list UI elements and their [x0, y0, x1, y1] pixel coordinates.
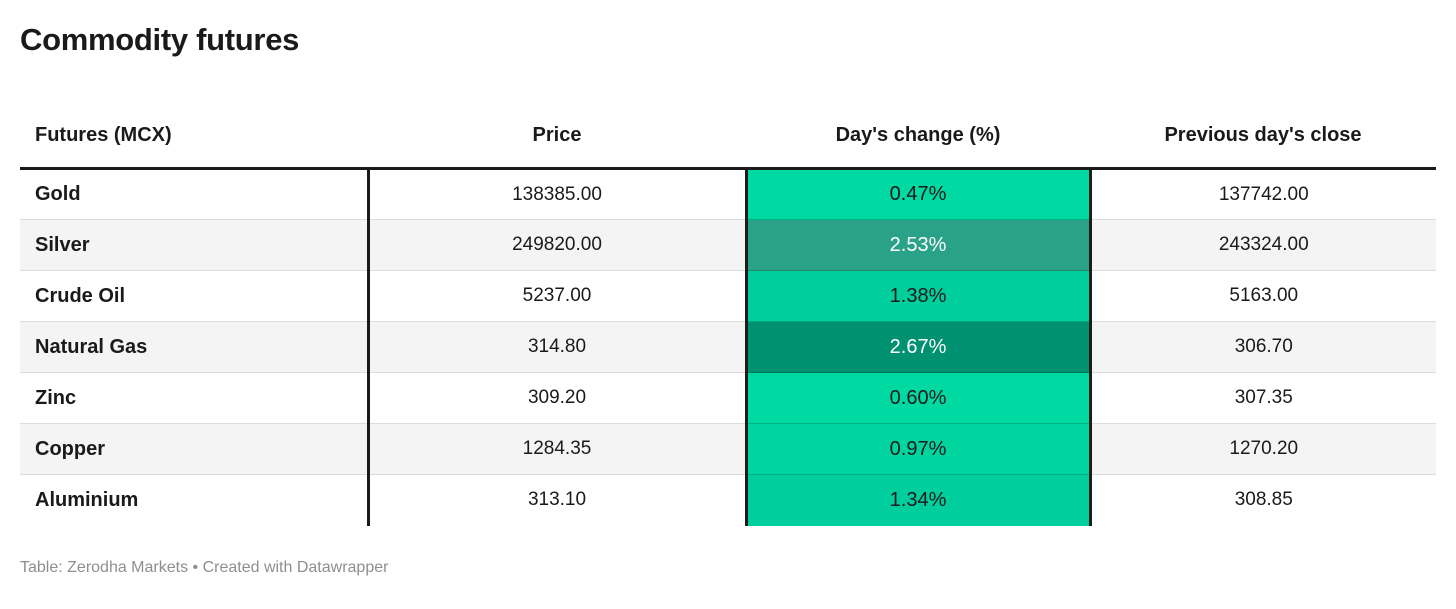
attribution-text: Table: Zerodha Markets • Created with Da…	[20, 558, 389, 576]
futures-name-cell: Natural Gas	[20, 321, 368, 373]
change-heatmap-cell: 0.97%	[744, 423, 1092, 475]
table-row: Gold 138385.00 0.47% 137742.00	[20, 168, 1436, 220]
price-cell: 309.20	[366, 372, 746, 424]
change-heatmap-cell: 0.47%	[744, 168, 1092, 220]
prev-close-cell: 243324.00	[1090, 219, 1436, 271]
column-header-days-change: Day's change (%)	[746, 102, 1090, 170]
table-body: Gold 138385.00 0.47% 137742.00 Silver 24…	[20, 168, 1436, 526]
table-row: Zinc 309.20 0.60% 307.35	[20, 372, 1436, 424]
futures-name-cell: Aluminium	[20, 474, 368, 526]
prev-close-cell: 306.70	[1090, 321, 1436, 373]
page-title: Commodity futures	[20, 22, 300, 57]
column-header-prev-close: Previous day's close	[1090, 102, 1436, 170]
price-cell: 249820.00	[366, 219, 746, 271]
price-cell: 1284.35	[366, 423, 746, 475]
price-cell: 314.80	[366, 321, 746, 373]
futures-name-cell: Crude Oil	[20, 270, 368, 322]
table-row: Crude Oil 5237.00 1.38% 5163.00	[20, 270, 1436, 322]
prev-close-cell: 308.85	[1090, 474, 1436, 526]
commodity-futures-table: Futures (MCX) Price Day's change (%) Pre…	[20, 102, 1436, 526]
futures-name-cell: Zinc	[20, 372, 368, 424]
column-header-futures: Futures (MCX)	[20, 102, 368, 170]
prev-close-cell: 307.35	[1090, 372, 1436, 424]
prev-close-cell: 5163.00	[1090, 270, 1436, 322]
header-row: Futures (MCX) Price Day's change (%) Pre…	[20, 102, 1436, 170]
table-row: Silver 249820.00 2.53% 243324.00	[20, 219, 1436, 271]
change-heatmap-cell: 1.38%	[744, 270, 1092, 322]
table-row: Aluminium 313.10 1.34% 308.85	[20, 474, 1436, 526]
table-row: Copper 1284.35 0.97% 1270.20	[20, 423, 1436, 475]
change-heatmap-cell: 2.53%	[744, 219, 1092, 271]
table-row: Natural Gas 314.80 2.67% 306.70	[20, 321, 1436, 373]
change-heatmap-cell: 1.34%	[744, 474, 1092, 526]
futures-name-cell: Silver	[20, 219, 368, 271]
prev-close-cell: 137742.00	[1218, 183, 1309, 205]
column-header-price: Price	[368, 102, 746, 170]
price-cell: 313.10	[366, 474, 746, 526]
futures-name-cell: Copper	[20, 423, 368, 475]
futures-name-cell: Gold	[35, 183, 81, 205]
change-heatmap-cell: 0.60%	[744, 372, 1092, 424]
prev-close-cell: 1270.20	[1090, 423, 1436, 475]
price-cell: 138385.00	[366, 168, 746, 220]
price-cell: 5237.00	[366, 270, 746, 322]
page: Commodity futures Futures (MCX) Price Da…	[20, 22, 1436, 576]
table-header: Futures (MCX) Price Day's change (%) Pre…	[20, 102, 1436, 170]
change-heatmap-cell: 2.67%	[744, 321, 1092, 373]
